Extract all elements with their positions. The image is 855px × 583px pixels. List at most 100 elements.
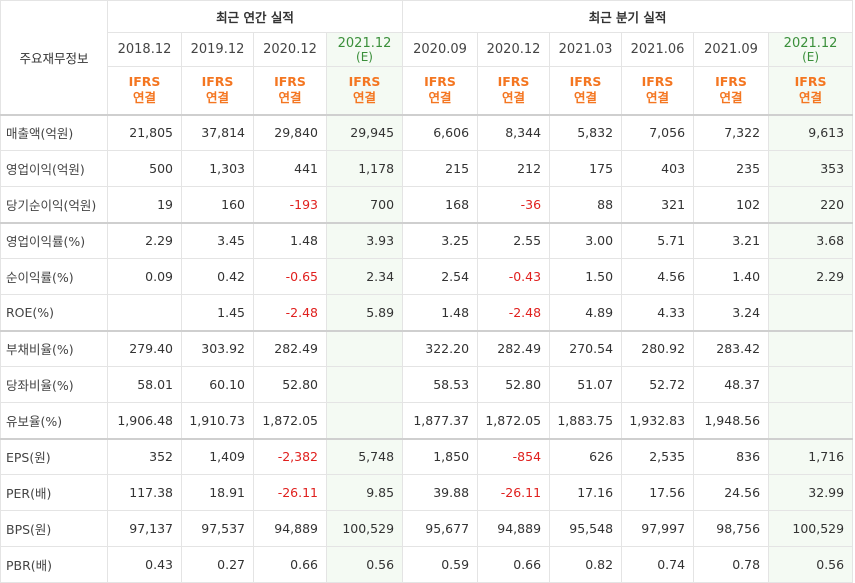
accounting-line1: IFRS: [641, 74, 674, 90]
accounting-line2: 연결: [646, 90, 670, 106]
row-label: 당기순이익(억원): [0, 186, 108, 223]
accounting-line2: 연결: [574, 90, 598, 106]
accounting-standard: IFRS 연결: [325, 66, 404, 115]
value-cell: 29,840: [253, 113, 327, 151]
table-row: 영업이익률(%) 2.29 3.45 1.48 3.93 3.25 2.55 3.00 5.71…: [0, 221, 854, 259]
value-cell: 220: [768, 186, 854, 223]
value-cell: 17.56: [621, 474, 695, 511]
value-cell: 321: [621, 186, 695, 223]
row-label: 순이익률(%): [0, 258, 108, 295]
period-header: 2021.03: [549, 32, 623, 67]
period-label: 2019.12: [190, 42, 245, 57]
period-label: 2021.06: [630, 42, 685, 57]
value-cell: 279.40: [107, 329, 182, 367]
value-cell: 0.56: [325, 546, 404, 583]
period-header: 2021.06: [621, 32, 695, 67]
row-label: PER(배): [0, 474, 108, 511]
accounting-standard: IFRS 연결: [621, 66, 695, 115]
period-header-row: 2018.12 2019.12 2020.12 2021.12 (E) 2020.09 20…: [1, 32, 854, 67]
value-cell: 4.33: [621, 294, 695, 331]
value-cell: -0.43: [477, 258, 551, 295]
table-row: 당좌비율(%) 58.01 60.10 52.80 58.53 52.80 51.07 52.…: [0, 366, 854, 403]
value-cell: 18.91: [181, 474, 254, 511]
accounting-line2: 연결: [132, 90, 156, 106]
accounting-line1: IFRS: [128, 74, 161, 90]
value-cell: 5.89: [325, 294, 404, 331]
value-cell: 1,872.05: [253, 402, 327, 439]
value-cell: 212: [477, 150, 551, 187]
value-cell: 160: [181, 186, 254, 223]
value-cell: 3.68: [768, 221, 854, 259]
row-label: 부채비율(%): [0, 329, 108, 367]
accounting-standard: IFRS 연결: [107, 66, 182, 115]
value-cell: 1,910.73: [181, 402, 254, 439]
value-cell: 1,932.83: [621, 402, 695, 439]
table-row: 당기순이익(억원) 19 160 -193 700 168 -36 88 321 102 220: [0, 186, 854, 223]
value-cell: 0.66: [253, 546, 327, 583]
value-cell: 100,529: [325, 510, 404, 547]
value-cell: 4.56: [621, 258, 695, 295]
value-cell: 95,548: [549, 510, 623, 547]
value-cell: 270.54: [549, 329, 623, 367]
estimate-marker: (E): [802, 50, 820, 64]
period-label: 2021.12: [783, 36, 838, 51]
value-cell: 0.56: [768, 546, 854, 583]
table-row: 유보율(%) 1,906.48 1,910.73 1,872.05 1,877.37 1,…: [0, 402, 854, 439]
value-cell: [107, 294, 182, 331]
value-cell: 1,850: [402, 437, 479, 475]
value-cell: 1.50: [549, 258, 623, 295]
table-row: BPS(원) 97,137 97,537 94,889 100,529 95,677 94,…: [0, 510, 854, 547]
value-cell: 235: [693, 150, 770, 187]
period-header: 2019.12: [181, 32, 254, 67]
value-cell: -854: [477, 437, 551, 475]
accounting-line1: IFRS: [715, 74, 747, 90]
value-cell: 4.89: [549, 294, 623, 331]
value-cell: 102: [693, 186, 770, 223]
value-cell: 3.45: [181, 221, 254, 259]
value-cell: 94,889: [477, 510, 551, 547]
value-cell: 1.45: [181, 294, 254, 331]
value-cell: 97,997: [621, 510, 695, 547]
value-cell: 403: [621, 150, 695, 187]
value-cell: 3.00: [549, 221, 623, 259]
period-label: 2021.09: [704, 42, 758, 57]
value-cell: 303.92: [181, 329, 254, 367]
value-cell: 322.20: [402, 329, 479, 367]
value-cell: 1,716: [768, 437, 854, 475]
accounting-line1: IFRS: [201, 74, 234, 90]
value-cell: 700: [325, 186, 404, 223]
value-cell: 0.42: [181, 258, 254, 295]
value-cell: 2.54: [402, 258, 479, 295]
period-header: 2021.12 (E): [768, 32, 854, 67]
value-cell: 1.40: [693, 258, 770, 295]
period-header: 2018.12: [107, 32, 182, 67]
value-cell: 0.78: [693, 546, 770, 583]
table-row: EPS(원) 352 1,409 -2,382 5,748 1,850 -854 626 2,5…: [0, 437, 854, 475]
period-label: 2018.12: [117, 42, 172, 57]
value-cell: 283.42: [693, 329, 770, 367]
value-cell: -193: [253, 186, 327, 223]
accounting-line2: 연결: [205, 90, 229, 106]
value-cell: 1,883.75: [549, 402, 623, 439]
value-cell: [768, 366, 854, 403]
value-cell: 352: [107, 437, 182, 475]
value-cell: 280.92: [621, 329, 695, 367]
row-label: PBR(배): [0, 546, 108, 583]
accounting-line1: IFRS: [274, 74, 306, 90]
value-cell: 1,877.37: [402, 402, 479, 439]
value-cell: 2.29: [768, 258, 854, 295]
value-cell: 0.59: [402, 546, 479, 583]
row-label: 영업이익률(%): [0, 221, 108, 259]
value-cell: 100,529: [768, 510, 854, 547]
accounting-standard: IFRS 연결: [181, 66, 254, 115]
value-cell: 24.56: [693, 474, 770, 511]
value-cell: 1,906.48: [107, 402, 182, 439]
value-cell: 282.49: [477, 329, 551, 367]
value-cell: 60.10: [181, 366, 254, 403]
value-cell: 0.09: [107, 258, 182, 295]
value-cell: 0.74: [621, 546, 695, 583]
value-cell: 58.53: [402, 366, 479, 403]
accounting-standard: IFRS 연결: [768, 66, 854, 115]
accounting-standard: IFRS 연결: [693, 66, 770, 115]
accounting-line2: 연결: [428, 90, 452, 106]
